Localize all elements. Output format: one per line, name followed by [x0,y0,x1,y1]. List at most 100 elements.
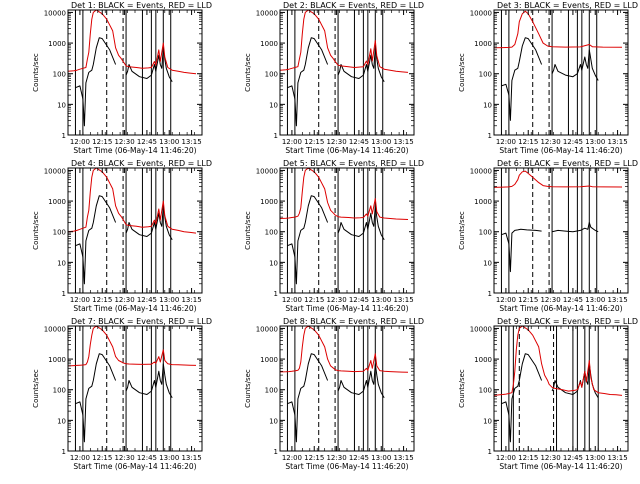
y-tick-label: 1000 [474,40,492,48]
detector-panel-7: Det 7: BLACK = Events, RED = LLD 1 10 100 10… [32,317,212,471]
x-tick-label: 13:15 [607,138,627,146]
x-tick-label: 13:15 [607,454,627,462]
y-tick-label: 1000 [48,356,66,364]
x-tick-label: 13:00 [371,138,391,146]
panel-title: Det 6: BLACK = Events, RED = LLD [497,159,638,168]
y-tick-label: 100 [265,229,278,237]
lld-series-line [67,9,197,75]
y-tick-label: 10 [483,417,492,425]
x-tick-label: 13:15 [181,454,201,462]
panel-frame [67,167,203,294]
y-tick-label: 100 [479,229,492,237]
events-series-line [125,205,173,240]
y-tick-label: 1000 [260,40,278,48]
panel-plot-area [493,325,623,451]
x-tick-label: 13:00 [159,454,179,462]
x-tick-label: 13:00 [585,454,605,462]
x-axis-label: Start Time (06-May-14 11:46:20) [285,462,408,471]
detector-panel-3: Det 3: BLACK = Events, RED = LLD 1 10 100 10… [458,1,638,155]
x-tick-label: 12:30 [326,296,346,304]
y-tick-label: 1000 [48,198,66,206]
y-axis-label: Counts/sec [458,369,466,408]
x-tick-label: 12:45 [349,296,369,304]
y-tick-label: 10000 [256,325,278,333]
panel-title: Det 7: BLACK = Events, RED = LLD [71,317,212,326]
x-tick-label: 13:00 [159,138,179,146]
y-tick-label: 1 [62,448,66,456]
x-tick-label: 13:00 [371,296,391,304]
y-tick-label: 10000 [44,167,66,175]
y-tick-label: 1 [488,448,492,456]
x-tick-label: 12:45 [137,296,157,304]
x-tick-label: 12:45 [563,296,583,304]
x-axis-label: Start Time (06-May-14 11:46:20) [73,146,196,155]
y-tick-label: 10000 [470,9,492,17]
detector-panel-6: Det 6: BLACK = Events, RED = LLD 1 10 100 10… [458,159,638,313]
x-tick-label: 12:45 [137,138,157,146]
events-series-line [287,195,329,285]
x-axis-label: Start Time (06-May-14 11:46:20) [499,146,622,155]
y-tick-label: 100 [53,71,66,79]
detector-panel-2: Det 2: BLACK = Events, RED = LLD 1 10 100 10… [244,1,424,155]
y-axis-label: Counts/sec [244,211,252,250]
y-tick-label: 10000 [256,167,278,175]
x-tick-label: 12:30 [540,138,560,146]
events-series-line [551,49,599,81]
x-tick-label: 12:15 [92,454,112,462]
y-tick-label: 1000 [474,198,492,206]
y-tick-label: 100 [53,387,66,395]
panel-plot-area [279,9,409,135]
y-axis-label: Counts/sec [244,53,252,92]
events-series-line [75,37,117,127]
x-tick-label: 12:15 [304,454,324,462]
y-tick-label: 10 [483,101,492,109]
panel-title: Det 1: BLACK = Events, RED = LLD [71,1,212,10]
detector-panel-4: Det 4: BLACK = Events, RED = LLD 1 10 100 10… [32,159,212,313]
x-tick-label: 12:45 [137,454,157,462]
x-tick-label: 13:15 [181,296,201,304]
panel-title: Det 3: BLACK = Events, RED = LLD [497,1,638,10]
panel-title: Det 4: BLACK = Events, RED = LLD [71,159,212,168]
x-tick-label: 12:15 [518,296,538,304]
panel-frame [279,325,415,452]
panel-frame [279,167,415,294]
events-series-line [337,363,385,398]
x-tick-label: 12:15 [92,138,112,146]
x-tick-label: 12:45 [563,138,583,146]
lld-series-line [279,325,409,373]
x-tick-label: 13:00 [585,296,605,304]
panel-frame [67,9,203,136]
lld-series-line [493,325,623,396]
panel-plot-area [493,168,623,293]
panel-axes: Det 2: BLACK = Events, RED = LLD 1 10 100 10… [244,1,424,155]
y-axis-label: Counts/sec [458,211,466,250]
y-tick-label: 1 [488,290,492,298]
y-axis-label: Counts/sec [32,53,40,92]
x-axis-label: Start Time (06-May-14 11:46:20) [73,304,196,313]
y-axis-label: Counts/sec [458,53,466,92]
panel-axes: Det 7: BLACK = Events, RED = LLD 1 10 100 10… [32,317,212,471]
x-tick-label: 12:00 [496,454,516,462]
x-tick-label: 12:30 [326,454,346,462]
lld-series-line [279,9,409,73]
panel-axes: Det 8: BLACK = Events, RED = LLD 1 10 100 10… [244,317,424,471]
y-tick-label: 1000 [474,356,492,364]
events-series-line [75,353,117,443]
detector-panel-8: Det 8: BLACK = Events, RED = LLD 1 10 100 10… [244,317,424,471]
panel-axes: Det 6: BLACK = Events, RED = LLD 1 10 100 10… [458,159,638,313]
y-tick-label: 10 [483,259,492,267]
events-series-line [75,195,117,285]
y-tick-label: 100 [265,387,278,395]
y-tick-label: 100 [265,71,278,79]
x-tick-label: 13:00 [371,454,391,462]
y-tick-label: 10 [57,417,66,425]
panel-title: Det 5: BLACK = Events, RED = LLD [283,159,424,168]
panel-axes: Det 3: BLACK = Events, RED = LLD 1 10 100 10… [458,1,638,155]
x-tick-label: 12:45 [349,138,369,146]
x-tick-label: 12:45 [563,454,583,462]
x-tick-label: 12:00 [70,296,90,304]
events-series-line [287,353,329,443]
panel-axes: Det 9: BLACK = Events, RED = LLD 1 10 100 10… [458,317,638,471]
x-tick-label: 12:45 [349,454,369,462]
